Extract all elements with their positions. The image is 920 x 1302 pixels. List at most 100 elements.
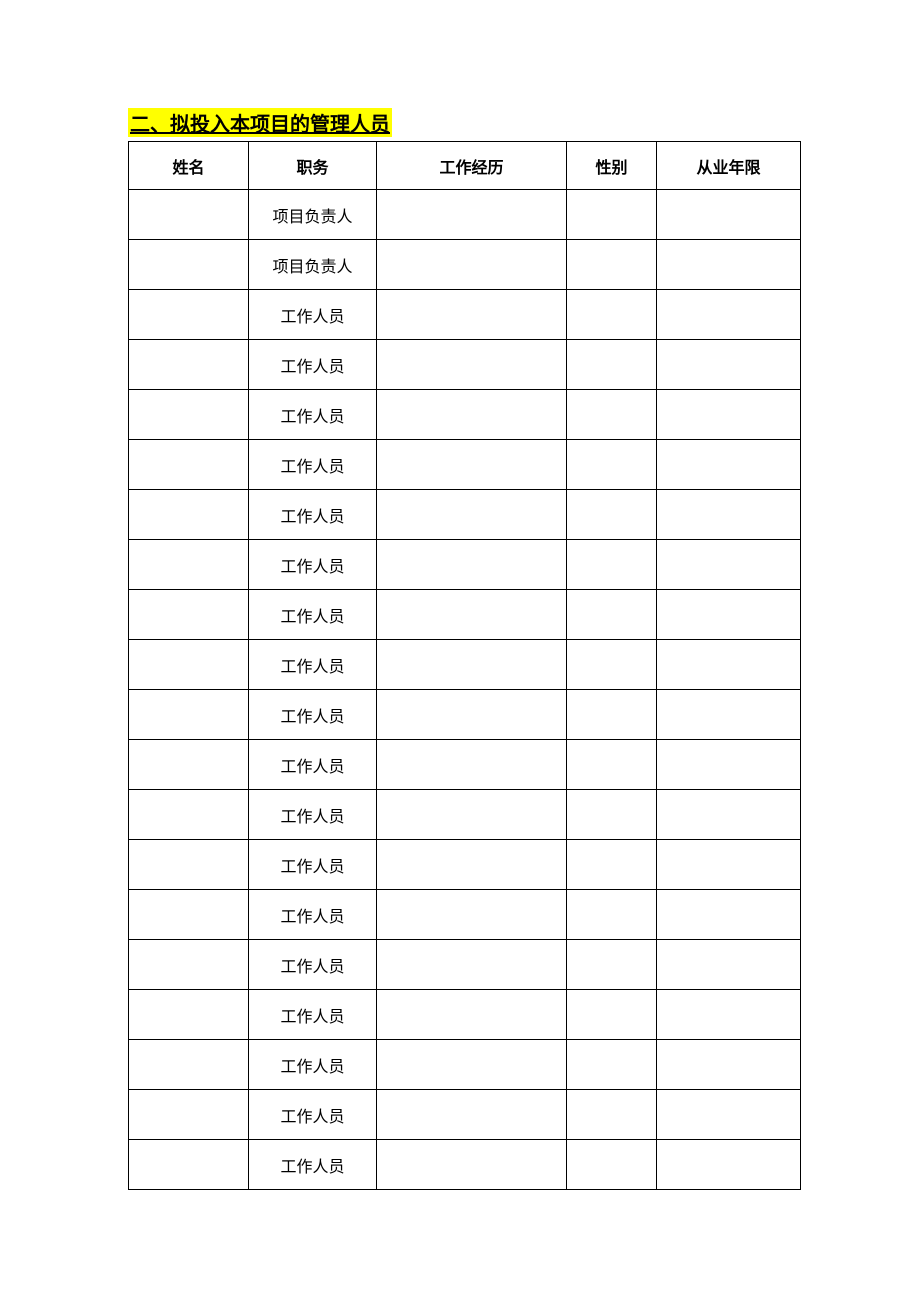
cell-experience	[377, 340, 567, 390]
cell-gender	[567, 390, 657, 440]
cell-experience	[377, 1090, 567, 1140]
cell-gender	[567, 440, 657, 490]
cell-experience	[377, 1040, 567, 1090]
cell-position: 工作人员	[249, 340, 377, 390]
table-row: 工作人员	[129, 740, 801, 790]
personnel-table: 姓名 职务 工作经历 性别 从业年限 项目负责人项目负责人工作人员工作人员工作人…	[128, 141, 801, 1190]
cell-name	[129, 240, 249, 290]
cell-name	[129, 990, 249, 1040]
cell-gender	[567, 240, 657, 290]
cell-gender	[567, 190, 657, 240]
cell-name	[129, 340, 249, 390]
cell-position: 项目负责人	[249, 190, 377, 240]
cell-position: 工作人员	[249, 590, 377, 640]
table-row: 工作人员	[129, 940, 801, 990]
cell-years	[657, 790, 801, 840]
cell-years	[657, 690, 801, 740]
table-row: 工作人员	[129, 890, 801, 940]
cell-name	[129, 690, 249, 740]
table-row: 工作人员	[129, 1140, 801, 1190]
table-row: 工作人员	[129, 390, 801, 440]
cell-gender	[567, 490, 657, 540]
cell-position: 工作人员	[249, 290, 377, 340]
table-row: 工作人员	[129, 990, 801, 1040]
header-years: 从业年限	[657, 142, 801, 190]
cell-years	[657, 740, 801, 790]
table-body: 项目负责人项目负责人工作人员工作人员工作人员工作人员工作人员工作人员工作人员工作…	[129, 190, 801, 1190]
cell-name	[129, 790, 249, 840]
cell-experience	[377, 490, 567, 540]
cell-position: 工作人员	[249, 390, 377, 440]
section-title: 二、拟投入本项目的管理人员	[128, 108, 392, 137]
cell-experience	[377, 640, 567, 690]
cell-years	[657, 990, 801, 1040]
cell-name	[129, 590, 249, 640]
cell-gender	[567, 1140, 657, 1190]
cell-years	[657, 440, 801, 490]
cell-experience	[377, 740, 567, 790]
cell-gender	[567, 340, 657, 390]
cell-years	[657, 1040, 801, 1090]
cell-position: 工作人员	[249, 1090, 377, 1140]
cell-name	[129, 1090, 249, 1140]
cell-name	[129, 1040, 249, 1090]
cell-gender	[567, 590, 657, 640]
cell-years	[657, 1090, 801, 1140]
cell-experience	[377, 540, 567, 590]
cell-gender	[567, 290, 657, 340]
cell-years	[657, 290, 801, 340]
cell-name	[129, 940, 249, 990]
cell-experience	[377, 990, 567, 1040]
cell-position: 工作人员	[249, 890, 377, 940]
cell-name	[129, 490, 249, 540]
cell-experience	[377, 940, 567, 990]
table-row: 项目负责人	[129, 190, 801, 240]
cell-experience	[377, 440, 567, 490]
cell-position: 项目负责人	[249, 240, 377, 290]
cell-gender	[567, 840, 657, 890]
cell-gender	[567, 990, 657, 1040]
header-position: 职务	[249, 142, 377, 190]
cell-experience	[377, 690, 567, 740]
table-row: 工作人员	[129, 490, 801, 540]
table-row: 工作人员	[129, 440, 801, 490]
cell-name	[129, 840, 249, 890]
cell-name	[129, 190, 249, 240]
header-name: 姓名	[129, 142, 249, 190]
cell-experience	[377, 840, 567, 890]
cell-position: 工作人员	[249, 640, 377, 690]
cell-gender	[567, 940, 657, 990]
cell-years	[657, 590, 801, 640]
cell-gender	[567, 640, 657, 690]
cell-position: 工作人员	[249, 690, 377, 740]
cell-years	[657, 240, 801, 290]
cell-name	[129, 440, 249, 490]
cell-experience	[377, 190, 567, 240]
table-row: 工作人员	[129, 1040, 801, 1090]
cell-position: 工作人员	[249, 790, 377, 840]
table-row: 工作人员	[129, 290, 801, 340]
cell-years	[657, 840, 801, 890]
cell-experience	[377, 790, 567, 840]
cell-position: 工作人员	[249, 740, 377, 790]
table-row: 工作人员	[129, 540, 801, 590]
cell-name	[129, 640, 249, 690]
cell-name	[129, 740, 249, 790]
cell-position: 工作人员	[249, 490, 377, 540]
cell-name	[129, 390, 249, 440]
cell-gender	[567, 790, 657, 840]
cell-experience	[377, 890, 567, 940]
cell-years	[657, 540, 801, 590]
table-row: 工作人员	[129, 790, 801, 840]
table-header-row: 姓名 职务 工作经历 性别 从业年限	[129, 142, 801, 190]
cell-experience	[377, 390, 567, 440]
cell-years	[657, 190, 801, 240]
cell-years	[657, 490, 801, 540]
cell-position: 工作人员	[249, 990, 377, 1040]
cell-experience	[377, 240, 567, 290]
header-experience: 工作经历	[377, 142, 567, 190]
table-row: 工作人员	[129, 590, 801, 640]
cell-experience	[377, 590, 567, 640]
cell-gender	[567, 1040, 657, 1090]
cell-gender	[567, 890, 657, 940]
